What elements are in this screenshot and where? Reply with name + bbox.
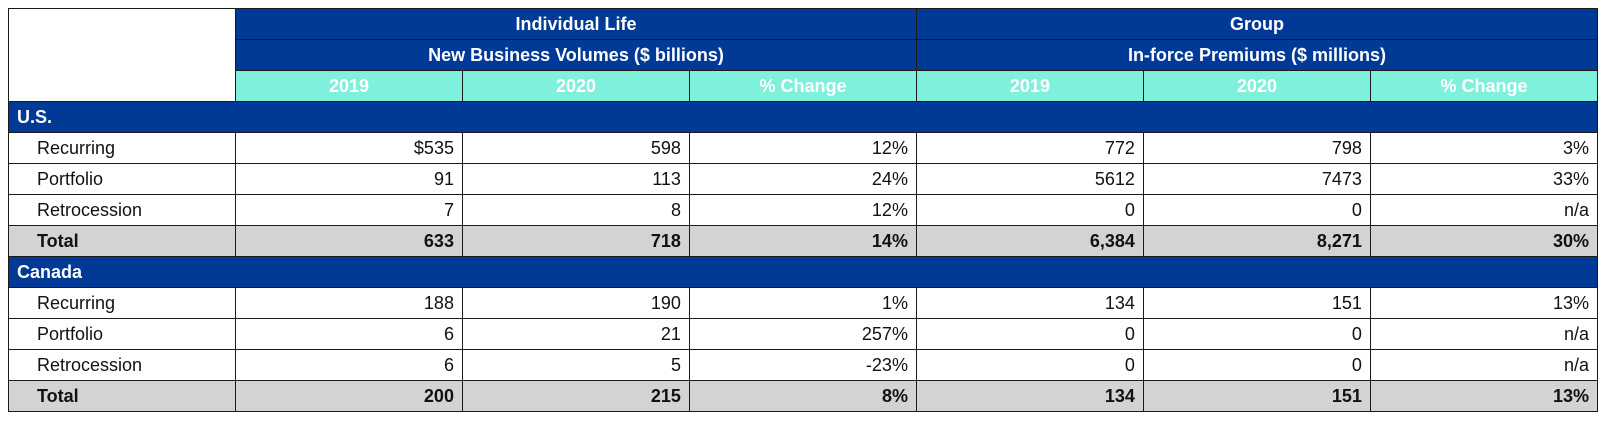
total-cell: 134 xyxy=(915,380,1144,412)
table-cell: 134 xyxy=(915,287,1144,319)
table-cell: 7 xyxy=(234,194,463,226)
table-cell: 5 xyxy=(461,349,690,381)
row-label: Recurring xyxy=(8,132,236,164)
table-header: Individual Life Group New Business Volum… xyxy=(8,8,1599,102)
table-row: Recurring $535 598 12% 772 798 3% xyxy=(8,132,1599,164)
column-header: 2019 xyxy=(915,70,1144,102)
section-header-row: U.S. xyxy=(8,101,1598,133)
table-cell: 7473 xyxy=(1142,163,1371,195)
total-label: Total xyxy=(8,380,236,412)
table-cell: 257% xyxy=(688,318,917,350)
total-label: Total xyxy=(8,225,236,257)
table-cell: 0 xyxy=(915,318,1144,350)
column-header: % Change xyxy=(1369,70,1599,102)
table-cell: 0 xyxy=(915,349,1144,381)
table-cell: 0 xyxy=(1142,318,1371,350)
table-cell: 0 xyxy=(1142,349,1371,381)
table-row: Recurring 188 190 1% 134 151 13% xyxy=(8,287,1599,319)
total-cell: 215 xyxy=(461,380,690,412)
row-label: Retrocession xyxy=(8,194,236,226)
table-cell: 91 xyxy=(234,163,463,195)
business-volumes-table: Individual Life Group New Business Volum… xyxy=(8,8,1599,412)
table-cell: 24% xyxy=(688,163,917,195)
table-cell: 1% xyxy=(688,287,917,319)
section-title: U.S. xyxy=(8,101,1598,133)
table-row: Retrocession 6 5 -23% 0 0 n/a xyxy=(8,349,1599,381)
table-cell: 151 xyxy=(1142,287,1371,319)
table-cell: 3% xyxy=(1369,132,1599,164)
table-cell: 12% xyxy=(688,194,917,226)
table-cell: 188 xyxy=(234,287,463,319)
section-title: Canada xyxy=(8,256,1598,288)
table-cell: 12% xyxy=(688,132,917,164)
table-cell: -23% xyxy=(688,349,917,381)
total-cell: 8% xyxy=(688,380,917,412)
table-cell: 190 xyxy=(461,287,690,319)
row-label: Recurring xyxy=(8,287,236,319)
table-cell: 598 xyxy=(461,132,690,164)
table-cell: 13% xyxy=(1369,287,1599,319)
table-cell: 21 xyxy=(461,318,690,350)
table-cell: 5612 xyxy=(915,163,1144,195)
table-cell: 33% xyxy=(1369,163,1599,195)
table-cell: 772 xyxy=(915,132,1144,164)
row-label: Retrocession xyxy=(8,349,236,381)
table-cell: 0 xyxy=(915,194,1144,226)
table-row: Portfolio 91 113 24% 5612 7473 33% xyxy=(8,163,1599,195)
table-cell: 6 xyxy=(234,318,463,350)
row-label: Portfolio xyxy=(8,318,236,350)
row-label: Portfolio xyxy=(8,163,236,195)
total-cell: 718 xyxy=(461,225,690,257)
group-a-title: Individual Life xyxy=(234,8,917,40)
group-a-subtitle: New Business Volumes ($ billions) xyxy=(234,39,917,71)
table-row: Portfolio 6 21 257% 0 0 n/a xyxy=(8,318,1599,350)
group-b-title: Group xyxy=(915,8,1599,40)
column-header: 2019 xyxy=(234,70,463,102)
column-header: 2020 xyxy=(461,70,690,102)
column-header: 2020 xyxy=(1142,70,1371,102)
table-cell: n/a xyxy=(1369,318,1599,350)
table-cell: n/a xyxy=(1369,194,1599,226)
table-cell: n/a xyxy=(1369,349,1599,381)
total-cell: 30% xyxy=(1369,225,1599,257)
total-cell: 14% xyxy=(688,225,917,257)
total-cell: 151 xyxy=(1142,380,1371,412)
table-cell: 8 xyxy=(461,194,690,226)
header-corner-cell xyxy=(8,8,236,102)
table-cell: 113 xyxy=(461,163,690,195)
total-cell: 8,271 xyxy=(1142,225,1371,257)
total-row: Total 200 215 8% 134 151 13% xyxy=(8,380,1599,412)
table-cell: 0 xyxy=(1142,194,1371,226)
section-header-row: Canada xyxy=(8,256,1598,288)
table-cell: $535 xyxy=(234,132,463,164)
table-row: Retrocession 7 8 12% 0 0 n/a xyxy=(8,194,1599,226)
total-cell: 13% xyxy=(1369,380,1599,412)
total-cell: 633 xyxy=(234,225,463,257)
data-table-container: Individual Life Group New Business Volum… xyxy=(8,8,1599,412)
total-cell: 6,384 xyxy=(915,225,1144,257)
group-b-subtitle: In-force Premiums ($ millions) xyxy=(915,39,1599,71)
total-cell: 200 xyxy=(234,380,463,412)
table-cell: 6 xyxy=(234,349,463,381)
column-header: % Change xyxy=(688,70,917,102)
table-body: U.S. Recurring $535 598 12% 772 798 3% Portfolio… xyxy=(8,101,1599,412)
total-row: Total 633 718 14% 6,384 8,271 30% xyxy=(8,225,1599,257)
table-cell: 798 xyxy=(1142,132,1371,164)
